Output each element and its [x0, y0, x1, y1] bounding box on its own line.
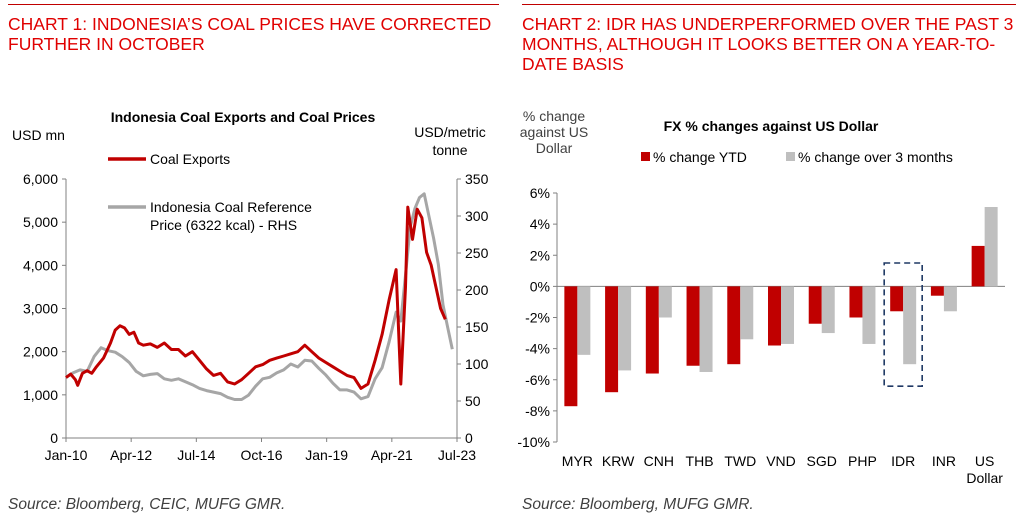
bar-3m-krw	[618, 286, 632, 371]
x-tick-label: Apr-12	[110, 447, 152, 463]
bar-3m-twd	[740, 286, 754, 340]
chart-2-title: FX % changes against US Dollar	[664, 118, 879, 134]
bar-3m-myr	[577, 286, 591, 355]
category-label: SGD	[807, 453, 837, 469]
bar-ytd-cnh	[645, 286, 659, 374]
bar-ytd-inr	[930, 286, 944, 296]
legend-swatch-ytd	[641, 152, 650, 161]
legend-label-coal-exports: Coal Exports	[150, 151, 230, 167]
y-axis-label-line: against US	[520, 124, 588, 140]
x-tick-label: Jan-10	[45, 447, 88, 463]
legend-label-coal-price-line: Indonesia Coal Reference	[150, 199, 312, 215]
category-label: MYR	[562, 453, 593, 469]
bar-ytd-us-dollar	[971, 245, 985, 287]
y-tick-label: 1,000	[23, 387, 58, 403]
y-tick-label: 0%	[530, 278, 550, 294]
y-tick-label: 2,000	[23, 344, 58, 360]
category-label: INR	[932, 453, 956, 469]
y2-tick-label: 300	[465, 208, 489, 224]
bar-3m-vnd	[781, 286, 794, 344]
heading-rule	[8, 4, 499, 5]
y2-tick-label: 50	[465, 393, 481, 409]
y-tick-label: 6%	[530, 185, 550, 201]
category-label: IDR	[891, 453, 915, 469]
bar-ytd-thb	[686, 286, 700, 366]
bar-3m-sgd	[821, 286, 835, 334]
y2-tick-label: 250	[465, 245, 489, 261]
chart-1-panel: CHART 1: INDONESIA’S COAL PRICES HAVE CO…	[0, 0, 505, 527]
right-axis-label-line: tonne	[432, 142, 467, 158]
y-tick-label: 2%	[530, 247, 550, 263]
category-label: US	[975, 453, 994, 469]
x-tick-label: Apr-21	[371, 447, 413, 463]
heading-rule	[522, 4, 1016, 5]
x-tick-label: Jan-19	[305, 447, 348, 463]
bar-ytd-twd	[727, 286, 741, 365]
legend-label-coal-price-line: Price (6322 kcal) - RHS	[150, 217, 297, 233]
y2-tick-label: 150	[465, 319, 489, 335]
category-label: CNH	[644, 453, 674, 469]
x-tick-label: Oct-16	[240, 447, 282, 463]
bar-3m-cnh	[658, 286, 672, 318]
y-tick-label: 3,000	[23, 301, 58, 317]
y-tick-label: 6,000	[23, 171, 58, 187]
y2-tick-label: 0	[465, 430, 473, 446]
bar-3m-us-dollar	[984, 207, 998, 287]
bar-3m-thb	[699, 286, 713, 372]
category-label: KRW	[602, 453, 635, 469]
y-tick-label: 4%	[530, 216, 550, 232]
bar-ytd-myr	[564, 286, 578, 407]
category-label: VND	[766, 453, 796, 469]
bar-ytd-vnd	[768, 286, 781, 346]
chart-2-source: Source: Bloomberg, MUFG GMR.	[522, 496, 754, 513]
legend-label-3m: % change over 3 months	[798, 149, 953, 165]
y-tick-label: 4,000	[23, 257, 58, 273]
chart-2-panel: CHART 2: IDR HAS UNDERPERFORMED OVER THE…	[514, 0, 1022, 527]
bar-ytd-idr	[890, 286, 904, 312]
bar-ytd-krw	[605, 286, 619, 393]
y-axis-label-line: Dollar	[536, 140, 573, 156]
bar-3m-php	[862, 286, 876, 344]
y-axis-label-line: % change	[523, 108, 585, 124]
idr-highlight-box	[883, 262, 923, 387]
bar-3m-idr	[903, 286, 917, 365]
chart-1-title: Indonesia Coal Exports and Coal Prices	[111, 109, 376, 125]
legend-label-ytd: % change YTD	[653, 149, 747, 165]
category-label: TWD	[724, 453, 756, 469]
y-tick-label: -2%	[525, 310, 550, 326]
y-tick-label: -10%	[517, 434, 550, 450]
fx-bar-chart: FX % changes against US Dollar % changeag…	[517, 108, 1005, 486]
y-tick-label: 0	[50, 430, 58, 446]
chart-1-heading: CHART 1: INDONESIA’S COAL PRICES HAVE CO…	[8, 14, 492, 54]
x-tick-label: Jul-14	[177, 447, 215, 463]
y-tick-label: 5,000	[23, 214, 58, 230]
bar-ytd-php	[849, 286, 863, 318]
category-label: PHP	[848, 453, 877, 469]
chart-1-source: Source: Bloomberg, CEIC, MUFG GMR.	[8, 496, 286, 513]
y2-tick-label: 100	[465, 356, 489, 372]
y-tick-label: -6%	[525, 372, 550, 388]
coal-exports-line	[65, 205, 447, 390]
y-tick-label: -8%	[525, 403, 550, 419]
bar-3m-inr	[943, 286, 957, 312]
y2-tick-label: 350	[465, 171, 489, 187]
coal-line-chart: Indonesia Coal Exports and Coal Prices US…	[12, 109, 489, 463]
category-label: THB	[686, 453, 714, 469]
right-axis-label-line: USD/metric	[414, 124, 486, 140]
y2-tick-label: 200	[465, 282, 489, 298]
chart-2-heading: CHART 2: IDR HAS UNDERPERFORMED OVER THE…	[522, 14, 1014, 74]
y-tick-label: -4%	[525, 341, 550, 357]
left-axis-label: USD mn	[12, 127, 65, 143]
x-tick-label: Jul-23	[438, 447, 476, 463]
category-label: Dollar	[966, 470, 1003, 486]
bar-ytd-sgd	[808, 286, 822, 324]
legend-swatch-3m	[786, 152, 795, 161]
